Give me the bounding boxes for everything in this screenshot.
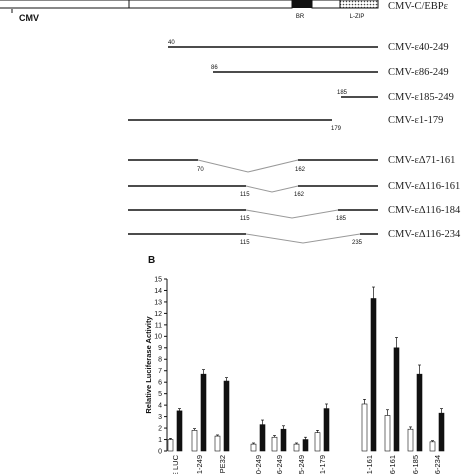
construct-d116-161: 115 162 CMV-εΔ116-161 <box>128 181 460 198</box>
construct-number: 115 <box>240 216 250 222</box>
y-tick-label: 6 <box>158 380 162 387</box>
y-tick-label: 12 <box>154 311 162 318</box>
cmv-promoter-box <box>0 0 130 9</box>
construct-number: 235 <box>352 240 363 246</box>
construct-label: CMV-ε1-179 <box>388 115 443 126</box>
construct-185-249: 185 CMV-ε185-249 <box>337 90 454 103</box>
construct-label-full: CMV-C/EBPε <box>388 1 449 12</box>
y-tick-label: 0 <box>158 448 162 455</box>
coding-region-box <box>128 0 293 9</box>
br-label: BR <box>296 14 305 20</box>
lzip-label: L-ZIP <box>350 14 365 20</box>
construct-d116-234: 115 235 CMV-εΔ116-234 <box>128 229 461 246</box>
x-tick-label: 86-249 <box>275 455 284 474</box>
construct-number: 115 <box>240 240 250 246</box>
construct-number: 185 <box>336 216 347 222</box>
y-tick-label: 11 <box>155 322 162 329</box>
y-tick-label: 13 <box>154 299 162 306</box>
y-tick-label: 8 <box>158 357 162 364</box>
construct-number: 70 <box>197 167 204 173</box>
x-tick-label: 71-161 <box>365 455 374 474</box>
bar <box>438 412 445 452</box>
y-tick-label: 15 <box>154 276 162 283</box>
x-tick-label: HE LUC <box>171 454 180 474</box>
construct-1-179: 179 CMV-ε1-179 <box>128 115 443 132</box>
lzip-domain-box <box>339 0 379 9</box>
bar <box>407 428 414 452</box>
cmv-label: CMV <box>19 13 39 23</box>
construct-label: CMV-εΔ116-234 <box>388 229 461 240</box>
construct-d116-184: 115 185 CMV-εΔ116-184 <box>128 205 461 222</box>
lzip-spacer-box <box>311 0 341 9</box>
construct-86-249: 86 CMV-ε86-249 <box>211 65 449 78</box>
y-tick-label: 14 <box>154 288 162 295</box>
bar <box>293 443 300 452</box>
x-tick-label: 40-249 <box>254 455 263 474</box>
construct-number: 115 <box>240 192 250 198</box>
y-tick-label: 3 <box>158 414 162 421</box>
construct-number: 86 <box>211 65 218 71</box>
bar <box>370 298 377 452</box>
x-tick-label: 85-249 <box>297 455 306 474</box>
construct-number: 179 <box>331 126 342 132</box>
bar <box>223 380 230 452</box>
construct-label: CMV-εΔ116-184 <box>388 205 461 216</box>
br-domain-box <box>292 0 312 8</box>
bar <box>361 403 368 452</box>
bar <box>250 443 257 452</box>
y-tick-label: 5 <box>158 391 162 398</box>
bar <box>393 347 400 452</box>
construct-label: CMV-ε40-249 <box>388 42 449 53</box>
panel-b-label: B <box>148 255 155 266</box>
bar <box>214 435 221 452</box>
bar <box>384 415 391 452</box>
construct-d71-161: 70 162 CMV-εΔ71-161 <box>128 155 455 173</box>
y-tick-label: 7 <box>158 368 162 375</box>
bar <box>416 373 423 452</box>
full-construct: CMV BR L-ZIP CMV-C/EBPε <box>0 0 449 23</box>
x-tick-label: 16-185 <box>411 455 420 474</box>
construct-number: 162 <box>294 192 305 198</box>
bar <box>323 408 330 452</box>
x-tick-label: ε 1-249 <box>195 455 204 474</box>
construct-label: CMV-εΔ116-161 <box>388 181 460 192</box>
bar <box>176 410 183 452</box>
y-tick-label: 1 <box>158 437 162 444</box>
bar <box>259 424 266 452</box>
y-tick-label: 10 <box>154 334 162 341</box>
construct-label: CMV-ε86-249 <box>388 67 449 78</box>
y-tick-label: 4 <box>158 403 162 410</box>
construct-number: 40 <box>168 40 175 46</box>
construct-label: CMV-ε185-249 <box>388 92 454 103</box>
bar <box>314 432 321 452</box>
bar <box>280 428 287 452</box>
construct-number: 162 <box>295 167 306 173</box>
x-tick-label: 16-234 <box>433 455 442 474</box>
x-tick-label: ε 1-179 <box>318 455 327 474</box>
y-tick-label: 9 <box>158 345 162 352</box>
y-axis-label: Relative Luciferase Activity <box>144 316 153 414</box>
x-tick-label: 16-161 <box>388 455 397 474</box>
construct-40-249: 40 CMV-ε40-249 <box>168 40 449 53</box>
bar <box>302 439 309 452</box>
x-tick-label: PE32 <box>218 455 227 473</box>
construct-label: CMV-εΔ71-161 <box>388 155 455 166</box>
bar <box>200 373 207 452</box>
bar <box>191 430 198 452</box>
bar <box>429 441 436 452</box>
bar <box>167 439 174 452</box>
construct-number: 185 <box>337 90 348 96</box>
bar <box>271 436 278 452</box>
y-tick-label: 2 <box>158 425 162 432</box>
